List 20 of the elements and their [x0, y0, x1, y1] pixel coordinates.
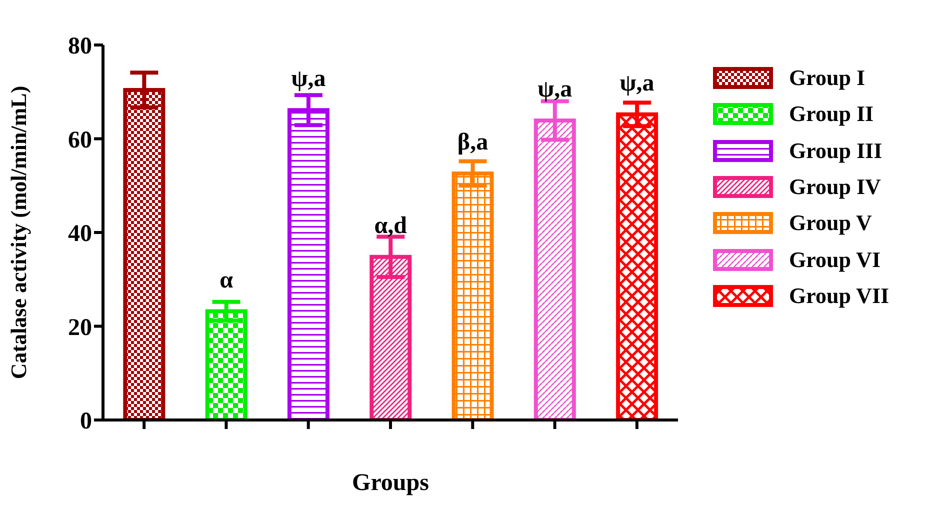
- y-axis-title: Catalase activity (mol/min/mL): [6, 86, 31, 380]
- legend-label: Group II: [789, 101, 874, 128]
- legend-label: Group IV: [789, 174, 881, 200]
- y-tick-label: 40: [68, 221, 92, 248]
- y-tick-label: 0: [80, 408, 92, 435]
- data-label: α: [220, 267, 234, 294]
- legend-label: Group VI: [789, 246, 881, 273]
- legend-label: Group I: [789, 65, 866, 92]
- data-label: ψ,a: [291, 66, 326, 92]
- legend-label: Group V: [789, 210, 872, 236]
- legend-label: Group VII: [789, 282, 890, 309]
- y-tick-label: 80: [68, 34, 92, 60]
- x-axis-title: Groups: [352, 470, 429, 496]
- y-tick-label: 60: [68, 127, 92, 154]
- data-label: ψ,a: [538, 76, 572, 102]
- data-label: α,d: [374, 212, 408, 239]
- data-label: ψ,a: [620, 70, 654, 96]
- y-tick-label: 20: [68, 314, 92, 341]
- data-label: β,a: [457, 129, 488, 156]
- legend-label: Group III: [789, 138, 882, 164]
